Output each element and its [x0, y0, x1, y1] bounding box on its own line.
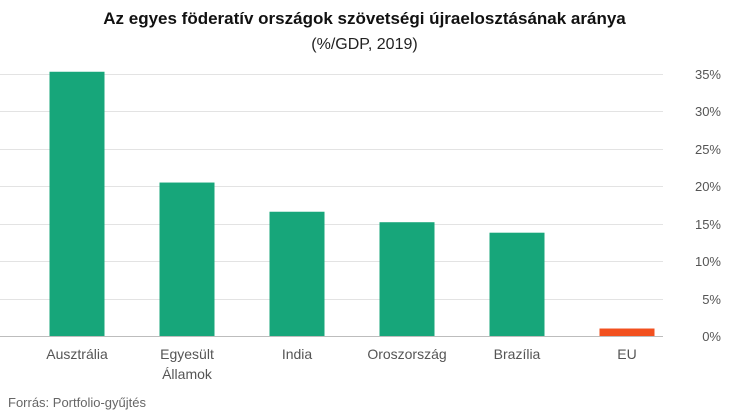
y-tick-label: 25% — [695, 142, 721, 157]
x-category-label: Egyesült Államok — [160, 346, 214, 382]
y-tick-label: 5% — [702, 292, 721, 307]
x-category-label: EU — [617, 346, 636, 362]
y-tick-label: 0% — [702, 329, 721, 344]
gridlines — [0, 74, 663, 337]
x-category-label-line: Oroszország — [367, 346, 446, 362]
bar — [159, 182, 215, 336]
source-note: Forrás: Portfolio-gyűjtés — [8, 395, 146, 410]
x-category-label: India — [282, 346, 313, 362]
bar — [599, 328, 655, 336]
x-category-label: Brazília — [494, 346, 541, 362]
y-tick-label: 15% — [695, 217, 721, 232]
y-axis-ticks: 0% 5% 10% 15% 20% 25% 30% 35% — [695, 67, 721, 344]
x-category-label-line: Államok — [162, 366, 213, 382]
x-category-label: Ausztrália — [46, 346, 108, 362]
chart-subtitle: (%/GDP, 2019) — [311, 36, 418, 53]
x-category-label: Oroszország — [367, 346, 446, 362]
bar — [379, 222, 435, 336]
x-category-label-line: Ausztrália — [46, 346, 108, 362]
x-axis-categories: Ausztrália Egyesült Államok India Oroszorszá… — [46, 346, 636, 382]
x-category-label-line: India — [282, 346, 313, 362]
x-category-label-line: Egyesült — [160, 346, 214, 362]
x-category-label-line: EU — [617, 346, 636, 362]
bar — [49, 71, 105, 337]
bar — [489, 232, 545, 336]
y-tick-label: 35% — [695, 67, 721, 82]
chart-title: Az egyes föderatív országok szövetségi ú… — [103, 9, 626, 28]
x-category-label-line: Brazília — [494, 346, 541, 362]
y-tick-label: 10% — [695, 254, 721, 269]
y-tick-label: 30% — [695, 104, 721, 119]
y-tick-label: 20% — [695, 179, 721, 194]
bars — [49, 71, 655, 337]
bar — [269, 211, 325, 336]
